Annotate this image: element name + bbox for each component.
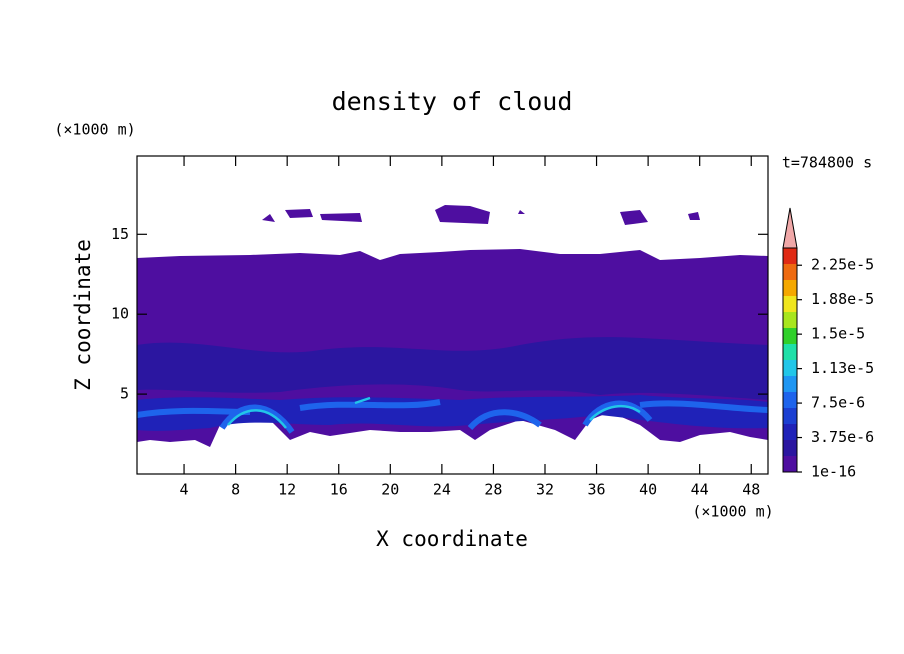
y-tick-label: 5: [120, 385, 129, 403]
colorbar-band: [783, 456, 797, 472]
colorbar-band: [783, 264, 797, 280]
colorbar-tick-label: 1e-16: [811, 463, 856, 481]
colorbar-band: [783, 248, 797, 264]
x-tick-label: 48: [742, 481, 760, 499]
colorbar-band: [783, 376, 797, 392]
colorbar-tick-label: 1.88e-5: [811, 290, 874, 308]
y-unit: (×1000 m): [54, 121, 135, 139]
cloud-region: [137, 337, 768, 400]
colorbar-tick-label: 1.13e-5: [811, 359, 874, 377]
x-tick-label: 12: [278, 481, 296, 499]
x-tick-label: 36: [588, 481, 606, 499]
colorbar-band: [783, 296, 797, 312]
colorbar-band: [783, 408, 797, 424]
colorbar-extend: [782, 207, 798, 249]
cloud-region: [136, 399, 769, 434]
x-tick-label: 20: [381, 481, 399, 499]
x-unit: (×1000 m): [692, 503, 773, 521]
chart-title: density of cloud: [332, 87, 573, 116]
colorbar-band: [783, 328, 797, 344]
colorbar-band: [783, 344, 797, 360]
colorbar-band: [783, 360, 797, 376]
x-tick-label: 28: [484, 481, 502, 499]
y-tick-label: 15: [111, 225, 129, 243]
colorbar-band: [783, 392, 797, 408]
colorbar-frame: [782, 247, 798, 473]
y-axis-title: Z coordinate: [71, 239, 95, 391]
cloud-region: [227, 396, 641, 429]
colorbar-band: [783, 424, 797, 440]
x-tick-label: 40: [639, 481, 657, 499]
colorbar-tick-label: 1.5e-5: [811, 325, 865, 343]
colorbar-tick-label: 2.25e-5: [811, 256, 874, 274]
colorbar-tick-label: 3.75e-6: [811, 428, 874, 446]
x-tick-label: 24: [433, 481, 451, 499]
colorbar-tick-label: 7.5e-6: [811, 394, 865, 412]
colorbar-band: [783, 440, 797, 456]
x-tick-label: 4: [180, 481, 189, 499]
colorbar-band: [783, 312, 797, 328]
x-tick-label: 44: [691, 481, 709, 499]
y-tick-label: 10: [111, 305, 129, 323]
x-tick-label: 16: [330, 481, 348, 499]
plot-frame: [136, 155, 769, 475]
colorbar-band: [783, 280, 797, 296]
cloud-region: [262, 205, 700, 225]
x-tick-label: 8: [231, 481, 240, 499]
x-tick-label: 32: [536, 481, 554, 499]
time-label: t=784800 s: [782, 154, 872, 172]
x-axis-title: X coordinate: [376, 527, 528, 551]
field: [136, 205, 769, 447]
